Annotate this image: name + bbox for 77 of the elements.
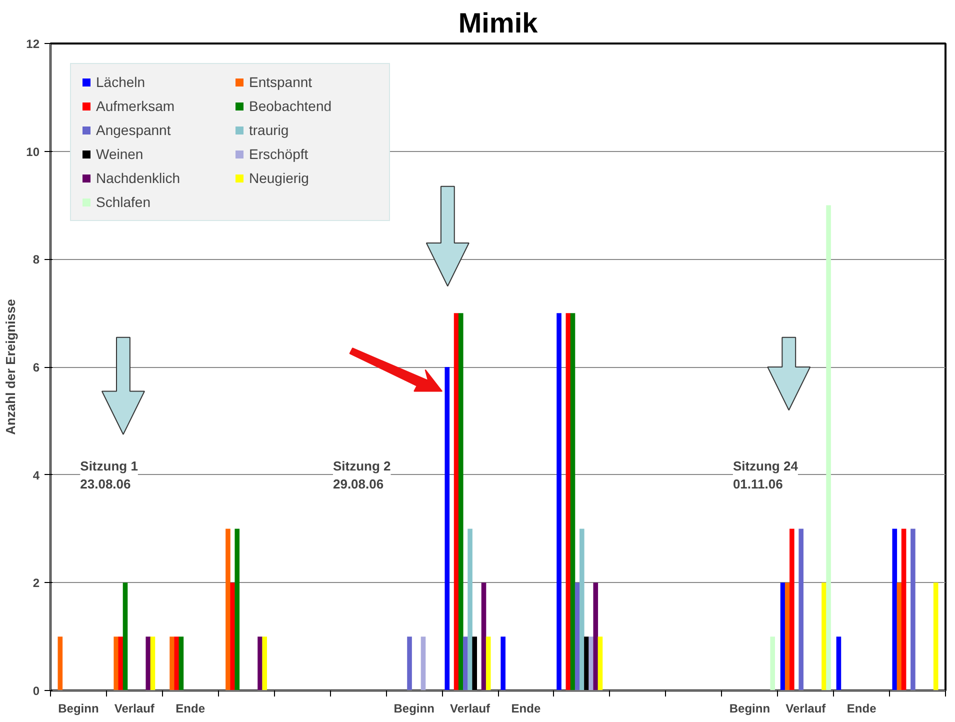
bar <box>262 636 267 690</box>
legend-label: Erschöpft <box>249 146 310 162</box>
bar <box>170 636 174 690</box>
legend-label: Aufmerksam <box>96 98 176 114</box>
bar <box>146 636 151 690</box>
bar <box>896 582 902 690</box>
bar <box>174 636 180 690</box>
bar <box>593 582 598 690</box>
legend-label: traurig <box>249 122 290 138</box>
x-tick-label: Ende <box>176 702 206 716</box>
bar <box>500 636 506 690</box>
annotation: Sitzung 2 29.08.06 <box>332 458 391 492</box>
bar <box>588 636 594 690</box>
bar <box>556 313 562 690</box>
y-tick-label: 2 <box>32 576 40 590</box>
bar <box>770 636 776 690</box>
legend-label: Entspannt <box>249 74 314 90</box>
bar <box>258 636 262 690</box>
x-tick-label: Beginn <box>394 702 434 716</box>
bar <box>780 582 786 690</box>
annotation: Sitzung 1 23.08.06 <box>80 458 138 492</box>
bar <box>790 528 794 690</box>
legend-label: Nachdenklich <box>96 170 182 186</box>
legend-label: Lächeln <box>96 74 146 90</box>
bar <box>463 636 468 690</box>
bar <box>407 636 412 690</box>
bar <box>784 582 790 690</box>
bar <box>580 528 584 690</box>
legend-label: Beobachtend <box>249 98 333 114</box>
bar <box>822 582 826 690</box>
bar <box>234 528 240 690</box>
bar <box>481 582 486 690</box>
bar <box>566 313 571 690</box>
bar <box>454 313 459 690</box>
y-tick-label: 10 <box>26 144 40 159</box>
bar <box>933 582 938 690</box>
bar <box>122 582 128 690</box>
bar <box>486 636 491 690</box>
bar <box>468 528 472 690</box>
bar <box>574 582 580 690</box>
x-tick-label: Ende <box>846 702 877 716</box>
bar <box>836 636 842 690</box>
bar <box>910 528 916 690</box>
y-axis-title: Anzahl der Ereignisse <box>3 299 18 435</box>
bar <box>458 313 464 690</box>
bar <box>114 636 118 690</box>
chart-title: Mimik <box>458 8 538 38</box>
bar <box>178 636 184 690</box>
y-tick-label: 8 <box>32 252 40 267</box>
bar <box>230 582 235 690</box>
x-tick-label: Verlauf <box>786 702 827 716</box>
bar <box>598 636 603 690</box>
y-tick-label: 6 <box>32 360 40 374</box>
y-tick-label: 0 <box>32 684 40 698</box>
annotation: Sitzung 24 01.11.06 <box>732 458 799 492</box>
bar <box>420 636 426 690</box>
x-tick-label: Beginn <box>729 702 770 716</box>
x-tick-label: Verlauf <box>450 702 492 716</box>
x-tick-label: Verlauf <box>114 702 156 716</box>
bar <box>892 528 898 690</box>
bar <box>826 205 831 690</box>
legend-label: Schlafen <box>96 194 152 210</box>
legend-label: Weinen <box>96 146 144 162</box>
y-tick-label: 12 <box>26 37 40 51</box>
legend-label: Neugierig <box>249 170 310 186</box>
x-tick-label: Ende <box>511 702 541 716</box>
bar <box>570 313 576 690</box>
bar <box>798 528 804 690</box>
bar <box>150 636 156 690</box>
y-tick-label: 4 <box>32 468 40 482</box>
bar <box>118 636 124 690</box>
bar <box>226 528 230 690</box>
bar <box>58 636 63 690</box>
bar <box>901 528 906 690</box>
bar <box>444 367 450 690</box>
legend-label: Angespannt <box>96 122 172 138</box>
x-tick-label: Beginn <box>58 702 99 716</box>
